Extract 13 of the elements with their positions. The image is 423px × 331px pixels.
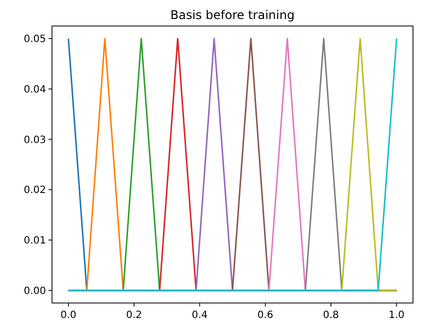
x-tick-label: 1.0 xyxy=(388,310,405,321)
chart-title: Basis before training xyxy=(170,8,295,22)
y-tick-label: 0.03 xyxy=(24,134,46,146)
x-tick-label: 0.2 xyxy=(126,310,142,321)
y-tick-label: 0.00 xyxy=(24,286,46,297)
x-tick-label: 0.4 xyxy=(192,310,208,321)
x-tick-label: 0.0 xyxy=(60,310,76,321)
x-tick-label: 0.6 xyxy=(257,310,274,321)
y-tick-label: 0.01 xyxy=(24,236,46,247)
y-tick-label: 0.05 xyxy=(24,34,46,46)
x-tick-label: 0.8 xyxy=(323,310,339,321)
y-tick-label: 0.02 xyxy=(24,185,46,196)
y-tick-label: 0.04 xyxy=(24,84,46,96)
